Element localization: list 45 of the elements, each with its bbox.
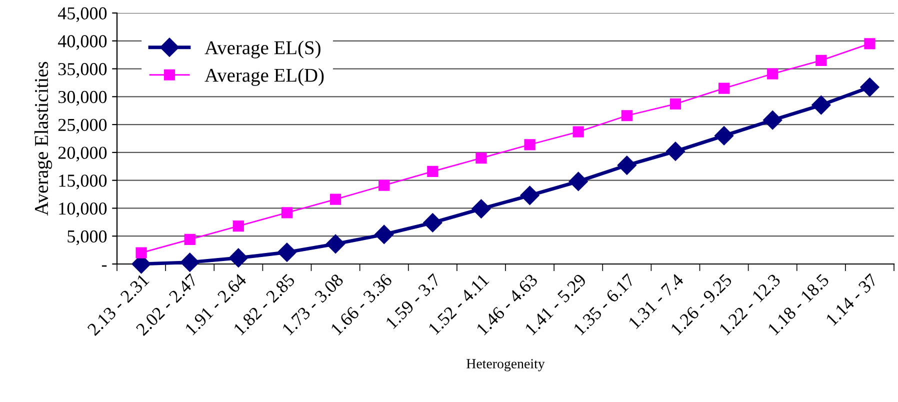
point — [136, 247, 147, 258]
y-tick-label: 15,000 — [59, 174, 107, 190]
point — [423, 213, 442, 232]
point — [232, 220, 244, 232]
point — [524, 139, 536, 150]
point — [763, 110, 782, 130]
point — [714, 126, 734, 146]
point — [427, 166, 438, 177]
point — [476, 152, 487, 164]
y-tick-label: 40,000 — [58, 35, 107, 50]
y-tick-label: 10,000 — [59, 202, 107, 218]
point — [184, 234, 196, 246]
point — [666, 142, 685, 161]
point — [374, 224, 394, 244]
point — [767, 68, 778, 80]
point — [180, 252, 200, 272]
y-tick-label: 25,000 — [58, 118, 107, 134]
y-axis-title: Average Elasticities — [34, 62, 52, 216]
y-tick-label: - — [102, 265, 107, 267]
point — [621, 110, 632, 122]
y-tick-label: 5,000 — [68, 230, 107, 246]
legend-label: Average EL(D) — [204, 68, 324, 86]
point — [572, 126, 584, 138]
point — [617, 156, 636, 175]
point — [816, 54, 827, 66]
point — [718, 82, 730, 94]
point — [568, 172, 588, 191]
point — [860, 78, 880, 97]
legend-label: Average EL(S) — [204, 40, 320, 58]
point — [812, 96, 831, 115]
point — [228, 248, 248, 268]
point — [326, 234, 346, 254]
y-tick-label: 35,000 — [58, 63, 107, 78]
point — [520, 186, 540, 205]
point — [330, 194, 342, 205]
point — [281, 207, 293, 218]
x-axis-title: Heterogeneity — [466, 359, 545, 372]
point — [378, 180, 390, 191]
point — [670, 98, 682, 110]
point — [472, 199, 491, 218]
point — [277, 242, 296, 262]
y-tick-label: 45,000 — [58, 7, 107, 22]
point — [864, 38, 876, 50]
y-tick-label: 20,000 — [58, 146, 107, 162]
y-tick-label: 30,000 — [58, 90, 107, 106]
